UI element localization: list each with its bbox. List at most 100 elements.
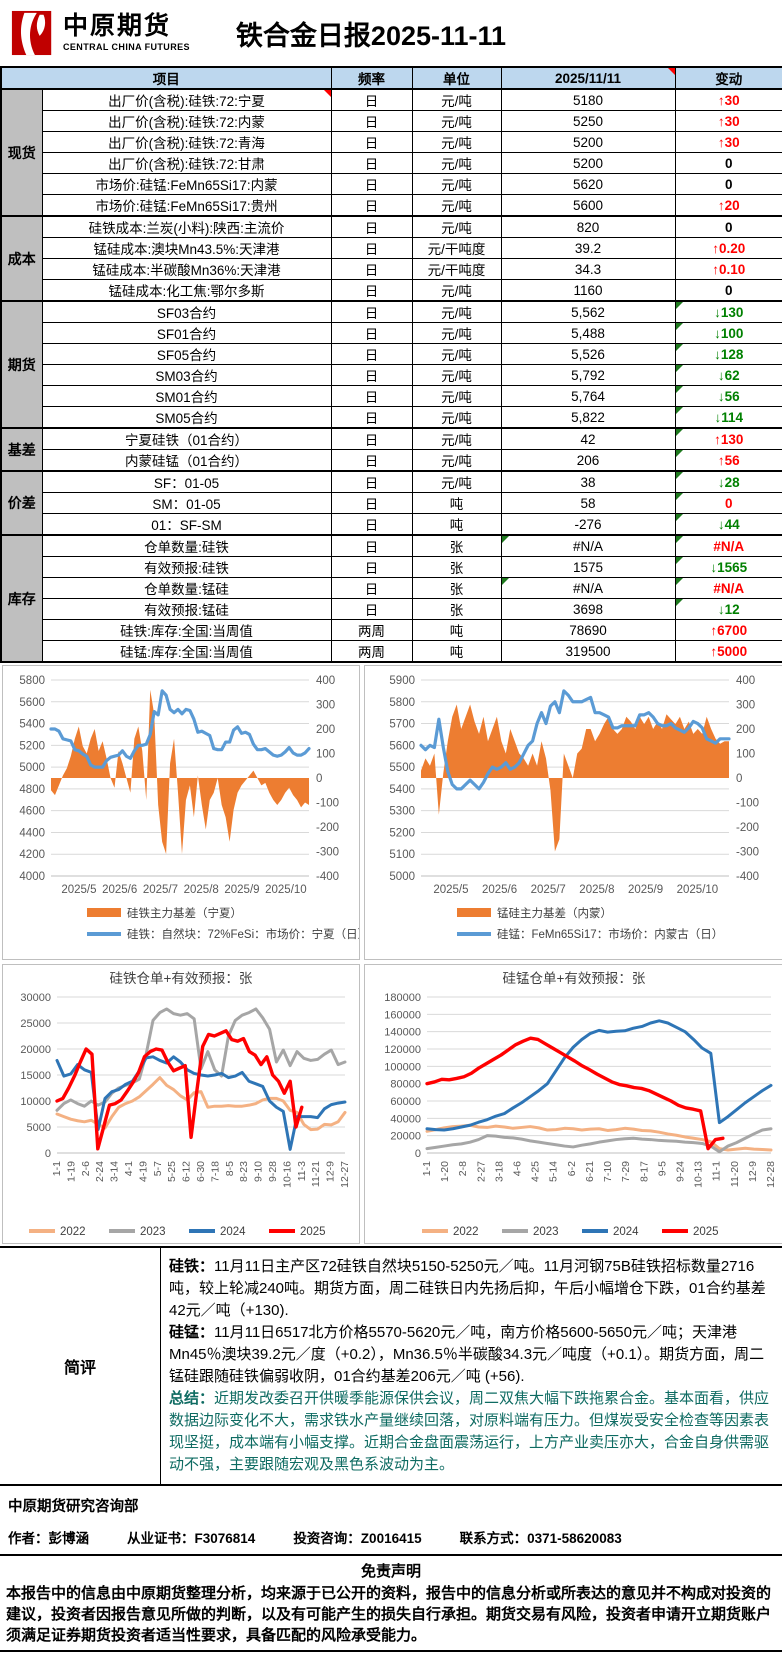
- frequency-cell: 日: [330, 110, 413, 132]
- svg-text:1-20: 1-20: [439, 1161, 451, 1182]
- svg-text:40000: 40000: [390, 1113, 421, 1125]
- svg-text:25000: 25000: [20, 1018, 51, 1030]
- unit-cell: 吨: [411, 492, 502, 514]
- svg-text:12-9: 12-9: [325, 1161, 337, 1182]
- svg-text:2-6: 2-6: [80, 1161, 92, 1176]
- table-row: 库存 仓单数量:硅铁日张 #N/A #N/A: [0, 534, 782, 663]
- table-row: 现货 出厂价(含税):硅铁:72:宁夏日元/吨 5180 ↑30: [0, 88, 782, 217]
- svg-text:-300: -300: [316, 847, 339, 859]
- svg-text:5500: 5500: [389, 762, 415, 774]
- svg-text:硅锰仓单+有效预报：张: 硅锰仓单+有效预报：张: [503, 971, 646, 986]
- change-cell: 0: [674, 492, 782, 514]
- frequency-cell: 日: [330, 449, 413, 472]
- svg-text:-100: -100: [316, 798, 339, 810]
- value-cell: 5620: [500, 173, 676, 195]
- table-row: SM01合约日元/吨 5,764 ↓56: [1, 385, 782, 407]
- comment-mark-red: [667, 68, 674, 75]
- frequency-cell: 日: [330, 364, 413, 386]
- disclaimer-section: 免责声明 本报告中的信息由中原期货整理分析，均来源于已公开的资料，报告中的信息分…: [0, 1556, 782, 1652]
- frequency-cell: 日: [330, 258, 413, 280]
- change-cell: ↓128: [674, 343, 782, 365]
- svg-text:2025/6: 2025/6: [482, 884, 517, 896]
- frequency-cell: 日: [330, 343, 413, 365]
- svg-text:-400: -400: [316, 871, 339, 883]
- change-cell: ↑6700: [674, 619, 782, 641]
- table-body: 现货 出厂价(含税):硅铁:72:宁夏日元/吨 5180 ↑30 出厂价(含税):硅铁:…: [0, 88, 782, 663]
- svg-text:9-5: 9-5: [656, 1161, 668, 1176]
- value-cell: 206: [500, 449, 676, 472]
- table-row: 01：SF-SM 日吨 -276 ↓44: [1, 513, 782, 536]
- col-header-change: 变动: [674, 66, 782, 90]
- report-header: 中原期货 CENTRAL CHINA FUTURES 铁合金日报2025-11-…: [0, 0, 782, 66]
- category-cell: 成本: [0, 215, 43, 302]
- disclaimer-title: 免责声明: [360, 1563, 421, 1580]
- svg-text:60000: 60000: [390, 1096, 421, 1108]
- value-cell: 5,488: [500, 322, 676, 344]
- comment-section: 简评 硅铁：11月11日主产区72硅铁自然块5150-5250元／吨。11月河钢…: [0, 1246, 782, 1486]
- comment-mark-green: [676, 599, 683, 606]
- svg-text:2025/8: 2025/8: [579, 884, 614, 896]
- value-cell: 5,764: [500, 385, 676, 407]
- table-row: 硅铁:库存:全国:当周值 两周吨 78690 ↑6700: [1, 619, 782, 641]
- table-row: 有效预报:锰硅日张 3698 ↓12: [1, 598, 782, 620]
- table-row: SM：01-05 日吨 58 0: [1, 492, 782, 514]
- svg-text:-200: -200: [736, 822, 759, 834]
- svg-text:5200: 5200: [389, 827, 415, 839]
- company-logo: 中原期货 CENTRAL CHINA FUTURES: [0, 9, 190, 57]
- col-header-freq: 频率: [330, 66, 413, 90]
- svg-text:4-6: 4-6: [512, 1161, 524, 1176]
- frequency-cell: 日: [330, 322, 413, 344]
- svg-text:2025: 2025: [693, 1226, 719, 1238]
- frequency-cell: 日: [330, 492, 413, 514]
- frequency-cell: 日: [330, 194, 413, 217]
- table-row: 仓单数量:锰硅日张 #N/A #N/A: [1, 577, 782, 599]
- svg-text:锰硅主力基差（内蒙）: 锰硅主力基差（内蒙）: [497, 906, 612, 920]
- value-cell: 58: [500, 492, 676, 514]
- svg-text:20000: 20000: [20, 1044, 51, 1056]
- change-cell: 0: [674, 152, 782, 174]
- frequency-cell: 两周: [330, 619, 413, 641]
- table-row: 锰硅成本:半碳酸Mn36%:天津港日元/干吨度 34.3 ↑0.10: [1, 258, 782, 280]
- value-cell: 78690: [500, 619, 676, 641]
- comment-paragraph-body: 11月11日6517北方价格5570-5620元／吨，南方价格5600-5650…: [169, 1324, 765, 1385]
- svg-text:9-28: 9-28: [267, 1161, 279, 1182]
- value-cell: 5200: [500, 131, 676, 153]
- table-row: 市场价:硅锰:FeMn65Si17:贵州日元/吨 5600 ↑20: [1, 194, 782, 217]
- svg-text:6-21: 6-21: [584, 1161, 596, 1182]
- item-cell: 硅铁成本:兰炭(小料):陕西:主流价: [41, 215, 332, 238]
- category-cell: 库存: [0, 534, 43, 663]
- comment-mark-green: [676, 493, 683, 500]
- change-cell: ↓114: [674, 406, 782, 429]
- frequency-cell: 日: [330, 470, 413, 493]
- svg-text:0: 0: [316, 773, 322, 785]
- svg-text:4-25: 4-25: [530, 1161, 542, 1182]
- advisory-cert: 投资咨询：Z0016415: [293, 1531, 422, 1546]
- svg-text:9-10: 9-10: [253, 1161, 265, 1182]
- svg-text:5-14: 5-14: [548, 1161, 560, 1182]
- svg-text:2022: 2022: [453, 1226, 479, 1238]
- frequency-cell: 日: [330, 406, 413, 429]
- value-cell: 5250: [500, 110, 676, 132]
- svg-text:400: 400: [736, 675, 755, 687]
- item-cell: SF03合约: [41, 300, 332, 323]
- frequency-cell: 两周: [330, 640, 413, 663]
- svg-text:2025/7: 2025/7: [531, 884, 566, 896]
- frequency-cell: 日: [330, 427, 413, 450]
- category-cell: 价差: [0, 470, 43, 536]
- change-cell: ↓1565: [674, 556, 782, 578]
- frequency-cell: 日: [330, 237, 413, 259]
- svg-text:300: 300: [736, 700, 755, 712]
- item-cell: 出厂价(含税):硅铁:72:甘肃: [41, 152, 332, 174]
- frequency-cell: 日: [330, 577, 413, 599]
- price-table: 项目 频率 单位 2025/11/11 变动 现货 出厂价(含税):硅铁:72:宁…: [0, 66, 782, 663]
- category-cell: 现货: [0, 88, 43, 217]
- frequency-cell: 日: [330, 534, 413, 557]
- frequency-cell: 日: [330, 215, 413, 238]
- value-cell: 5600: [500, 194, 676, 217]
- svg-text:5400: 5400: [389, 784, 415, 796]
- svg-text:8-5: 8-5: [224, 1161, 236, 1176]
- comment-mark-green: [676, 323, 683, 330]
- change-cell: 0: [674, 279, 782, 302]
- item-cell: 仓单数量:锰硅: [41, 577, 332, 599]
- svg-text:1-19: 1-19: [65, 1161, 77, 1182]
